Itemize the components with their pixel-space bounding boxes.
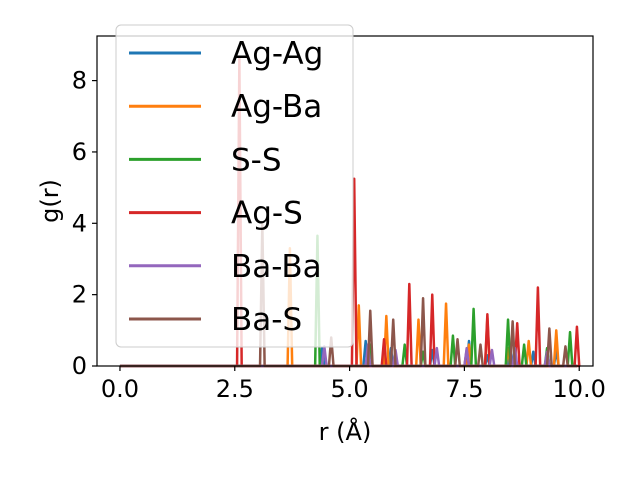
x-axis-label: r (Å) xyxy=(319,417,372,446)
x-tick-label: 7.5 xyxy=(445,375,483,403)
legend-label-3: Ag-S xyxy=(231,196,303,232)
x-tick-label: 5.0 xyxy=(331,375,369,403)
legend-label-0: Ag-Ag xyxy=(231,36,323,72)
y-tick-label: 8 xyxy=(72,67,87,95)
legend-frame xyxy=(115,24,354,348)
legend-label-5: Ba-S xyxy=(231,302,302,338)
legend-label-4: Ba-Ba xyxy=(231,249,322,285)
legend: Ag-Ag Ag-Ba S-S Ag-S Ba-Ba Ba-S xyxy=(115,24,354,348)
x-axis: 0.0 2.5 5.0 7.5 10.0 xyxy=(101,366,606,403)
y-tick-label: 0 xyxy=(72,352,87,380)
x-tick-label: 2.5 xyxy=(216,375,254,403)
y-axis-label: g(r) xyxy=(36,179,64,223)
series-line-0 xyxy=(119,339,577,368)
x-tick-label: 0.0 xyxy=(101,375,139,403)
y-tick-label: 2 xyxy=(72,281,87,309)
y-axis: 0 2 4 6 8 xyxy=(72,67,97,380)
legend-label-2: S-S xyxy=(231,142,282,178)
x-tick-label: 10.0 xyxy=(553,375,606,403)
legend-label-1: Ag-Ba xyxy=(231,89,322,125)
y-tick-label: 4 xyxy=(72,209,87,237)
y-tick-label: 6 xyxy=(72,138,87,166)
